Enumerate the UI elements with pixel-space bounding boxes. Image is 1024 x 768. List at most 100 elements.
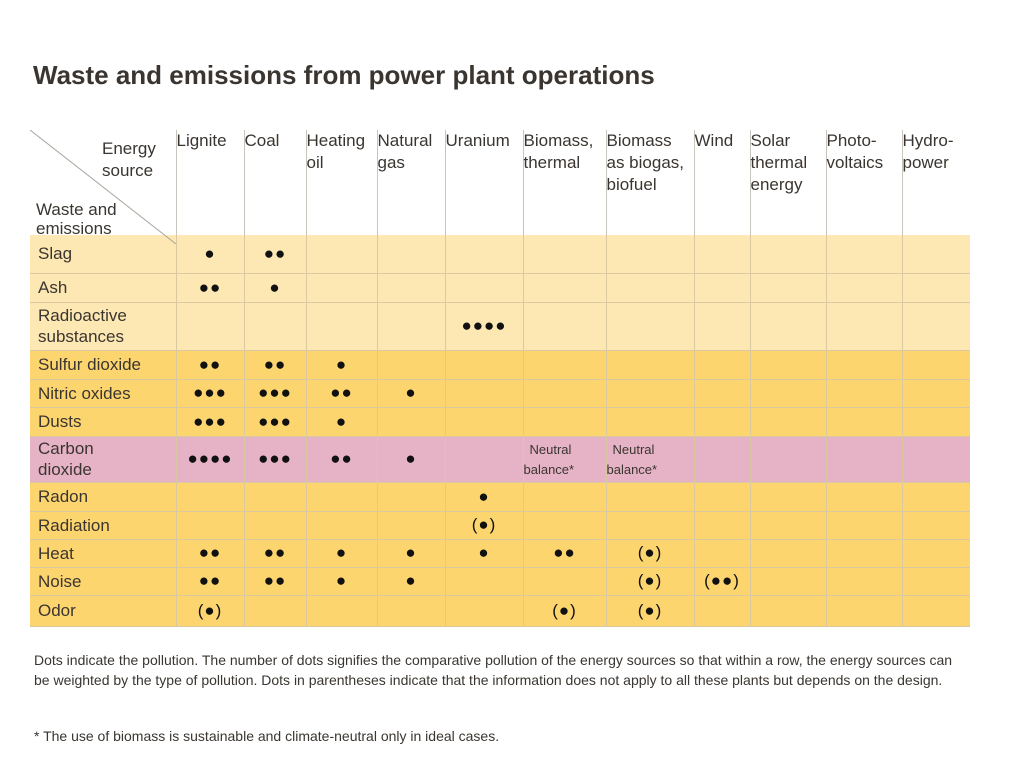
table-cell (605, 482, 694, 512)
table-row: Heat ●● ●● ● ● ● ●● (●) (30, 539, 970, 568)
pollution-dots: ●●● (258, 449, 292, 468)
table-cell: (●) (522, 595, 606, 627)
row-label: Odor (30, 595, 176, 627)
row-label: Radon (30, 482, 176, 512)
table-cell (522, 235, 606, 274)
pollution-dots: ● (405, 383, 417, 402)
col-header-photovoltaics: Photo- voltaics (825, 130, 902, 235)
table-row: Slag ● ●● (30, 235, 970, 274)
table-cell (825, 539, 902, 568)
emissions-table: Energy source Waste and emissions Lignit… (30, 130, 970, 627)
page-title: Waste and emissions from power plant ope… (33, 60, 655, 90)
pollution-dots: ●● (198, 277, 222, 297)
table-cell: ●● (243, 350, 306, 380)
corner-header: Energy source Waste and emissions (30, 130, 176, 244)
table-cell (605, 273, 694, 303)
table-cell: ●● (175, 350, 244, 380)
table-row: Dusts ●●● ●●● ● (30, 407, 970, 437)
table-cell: ● (243, 273, 306, 303)
table-cell (444, 407, 523, 437)
table-cell (175, 511, 244, 540)
table-cell (749, 235, 826, 274)
table-cell (749, 595, 826, 627)
table-cell (693, 482, 750, 512)
table-cell (825, 511, 902, 540)
table-cell (693, 350, 750, 380)
table-cell (749, 436, 826, 483)
pollution-dots: (●) (637, 543, 663, 562)
table-cell: ●● (305, 436, 377, 483)
pollution-dots: ●● (198, 571, 222, 590)
table-cell (444, 436, 523, 483)
table-cell (901, 273, 970, 303)
row-label: Dusts (30, 407, 176, 437)
col-header-lignite: Lignite (175, 130, 244, 235)
pollution-dots: ● (478, 543, 490, 562)
table-cell: (●●) (693, 567, 750, 596)
table-cell (901, 302, 970, 351)
table-cell (825, 482, 902, 512)
table-cell (305, 482, 377, 512)
pollution-dots: (●) (552, 600, 577, 620)
table-cell (243, 482, 306, 512)
table-cell (243, 511, 306, 540)
table-cell: ● (305, 539, 377, 568)
table-cell (825, 350, 902, 380)
table-cell (901, 379, 970, 408)
table-cell (175, 482, 244, 512)
table-row: Radon ● (30, 482, 970, 512)
table-cell (605, 511, 694, 540)
table-cell (305, 302, 377, 351)
table-cell (825, 595, 902, 627)
table-row: Nitric oxides ●●● ●●● ●● ● (30, 379, 970, 408)
pollution-dots: ●● (263, 571, 287, 590)
table-cell: ●●● (175, 379, 244, 408)
table-cell: (●) (444, 511, 523, 540)
pollution-dots: ● (335, 354, 348, 374)
col-header-wind: Wind (693, 130, 750, 235)
table-cell (693, 511, 750, 540)
table-cell (825, 235, 902, 274)
table-cell (749, 350, 826, 380)
diagonal-divider (30, 130, 176, 244)
pollution-dots: ●●● (258, 411, 292, 431)
table-cell (693, 436, 750, 483)
table-cell: ●● (175, 567, 244, 596)
col-header-heating-oil: Heating oil (305, 130, 377, 235)
table-row: Sulfur dioxide ●● ●● ● (30, 350, 970, 380)
table-cell (444, 595, 523, 627)
table-cell (825, 436, 902, 483)
pollution-dots: ●●● (193, 383, 227, 402)
pollution-dots: (●) (471, 515, 497, 534)
col-header-solar-thermal: Solar thermal energy (749, 130, 826, 235)
pollution-dots: ●● (263, 243, 287, 263)
legend-note: Dots indicate the pollution. The number … (34, 652, 953, 688)
table-cell: ● (444, 539, 523, 568)
table-cell (901, 436, 970, 483)
pollution-dots: ●●● (258, 383, 292, 402)
row-label: Nitric oxides (30, 379, 176, 408)
table-cell (243, 302, 306, 351)
table-cell (825, 407, 902, 437)
table-cell (605, 407, 694, 437)
table-cell (749, 407, 826, 437)
table-cell (522, 407, 606, 437)
pollution-dots: ● (405, 543, 417, 562)
table-cell (693, 273, 750, 303)
table-cell (305, 595, 377, 627)
row-label: Noise (30, 567, 176, 596)
cell-note: Neutral balance* (523, 442, 575, 477)
table-cell (749, 379, 826, 408)
col-header-natural-gas: Natural gas (376, 130, 445, 235)
table-cell (444, 379, 523, 408)
row-label: Radiation (30, 511, 176, 540)
table-cell (901, 539, 970, 568)
table-cell: ●● (243, 539, 306, 568)
table-cell (522, 302, 606, 351)
table-cell: ● (444, 482, 523, 512)
table-cell (522, 567, 606, 596)
table-cell (376, 482, 445, 512)
table-cell: ● (376, 567, 445, 596)
table-cell (605, 350, 694, 380)
table-cell (825, 273, 902, 303)
